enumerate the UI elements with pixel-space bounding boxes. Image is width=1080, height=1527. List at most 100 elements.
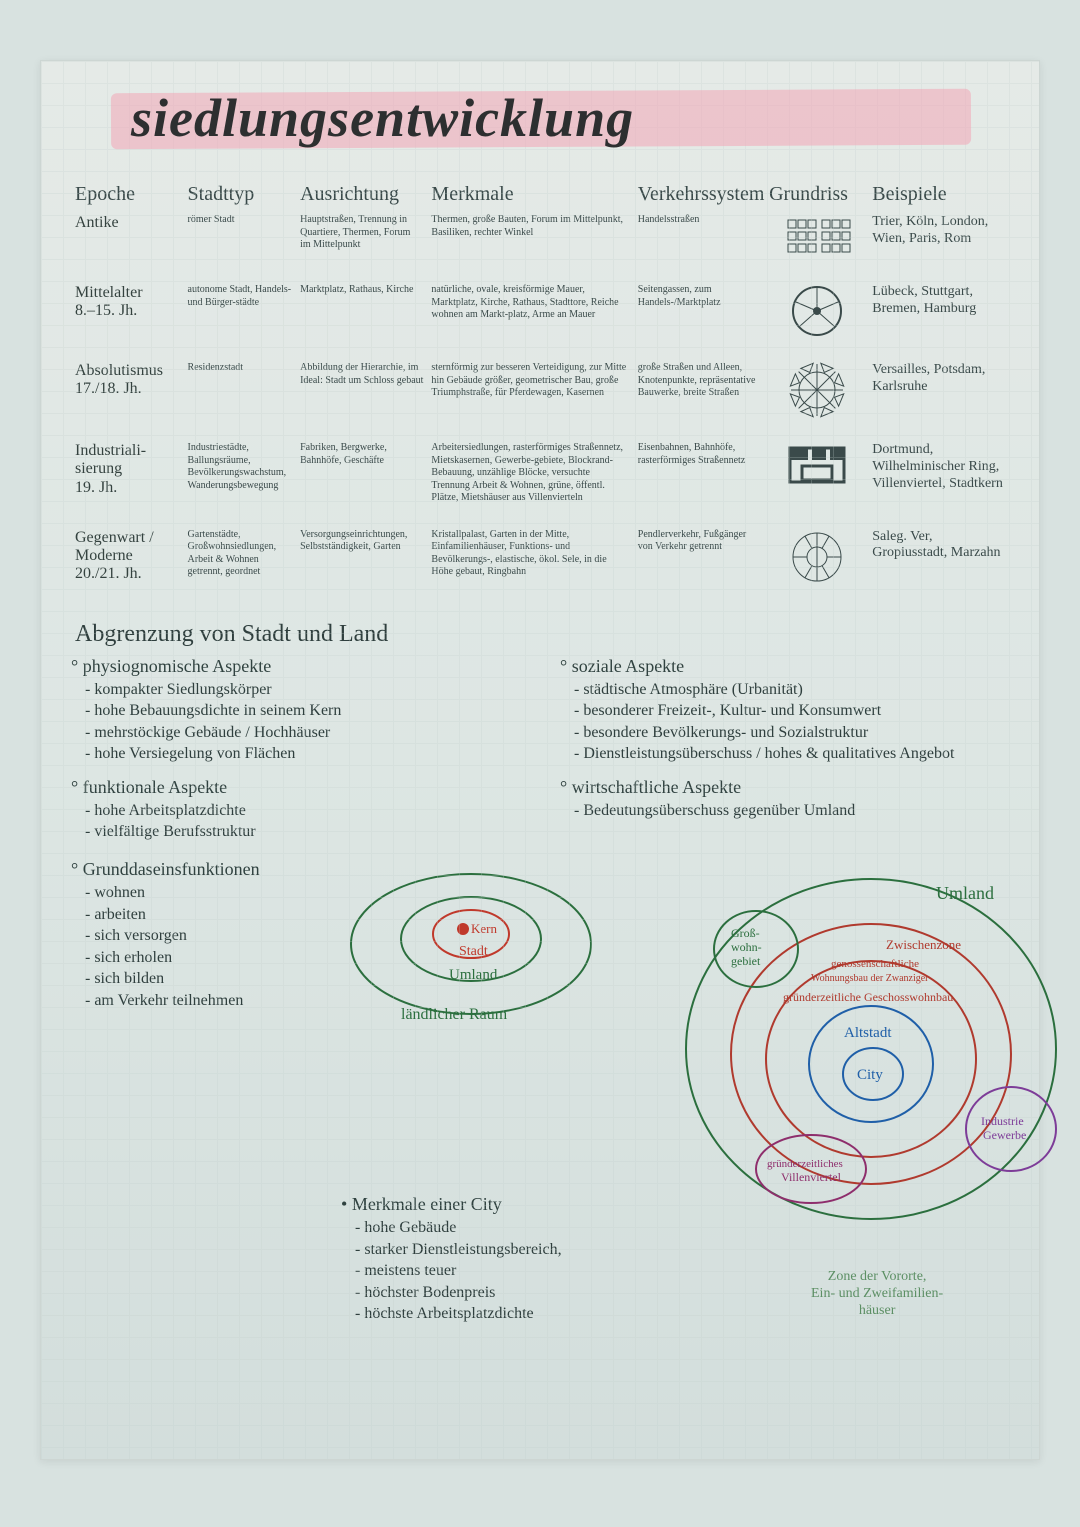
cell-beispiele: Dortmund, Wilhelminischer Ring, Villenvi…: [868, 436, 1009, 523]
cell-verkehr: Pendlerverkehr, Fußgänger von Verkehr ge…: [634, 523, 765, 603]
table-row: Gegenwart /Moderne20./21. Jh. Gartenstäd…: [71, 523, 1009, 603]
cell-epoche: Mittelalter8.–15. Jh.: [71, 278, 184, 356]
aspekte-columns: physiognomische Aspekte kompakter Siedlu…: [71, 656, 1009, 856]
lower-section: Grunddaseinsfunktionen wohnenarbeitensic…: [71, 859, 1009, 1337]
col-stadttyp: Stadttyp: [184, 181, 297, 208]
cell-stadttyp: Industriestädte, Ballungsräume, Bevölker…: [184, 436, 297, 523]
cell-beispiele: Lübeck, Stuttgart, Bremen, Hamburg: [868, 278, 1009, 356]
list-item: arbeiten: [85, 904, 311, 926]
section-abgrenzung: Abgrenzung von Stadt und Land: [75, 621, 1009, 648]
table-header-row: Epoche Stadttyp Ausrichtung Merkmale Ver…: [71, 181, 1009, 208]
cell-verkehr: große Straßen und Alleen, Knotenpunkte, …: [634, 356, 765, 436]
label-kern: Kern: [471, 921, 497, 936]
list-item: höchster Bodenpreis: [355, 1282, 661, 1304]
title-area: siedlungsentwicklung: [71, 81, 1009, 171]
label-altstadt: Altstadt: [844, 1025, 892, 1041]
epochs-body: Antike römer Stadt Hauptstraßen, Trennun…: [71, 208, 1009, 603]
physiognomisch-title: physiognomische Aspekte: [71, 656, 520, 677]
label-industrie: Industrie: [981, 1114, 1024, 1128]
table-row: Absolutismus17./18. Jh. Residenzstadt Ab…: [71, 356, 1009, 436]
cell-stadttyp: Gartenstädte, Großwohnsiedlungen, Arbeit…: [184, 523, 297, 603]
funktional-title: funktionale Aspekte: [71, 777, 520, 798]
aspekte-right: soziale Aspekte städtische Atmosphäre (U…: [560, 656, 1009, 856]
cell-grundriss: [765, 208, 868, 278]
table-row: Antike römer Stadt Hauptstraßen, Trennun…: [71, 208, 1009, 278]
cell-epoche: Industriali-sierung19. Jh.: [71, 436, 184, 523]
list-item: vielfältige Berufsstruktur: [85, 821, 520, 843]
label-city: City: [857, 1067, 883, 1083]
label-land: ländlicher Raum: [401, 1006, 508, 1023]
sozial-title: soziale Aspekte: [560, 656, 1009, 677]
ring-model-diagram: Umland Groß- wohn- gebiet Zwischenzone g…: [681, 839, 1080, 1299]
list-item: Bedeutungsüberschuss gegenüber Umland: [574, 800, 1009, 822]
cell-epoche: Gegenwart /Moderne20./21. Jh.: [71, 523, 184, 603]
cell-grundriss: [765, 356, 868, 436]
label-gross: Groß-: [731, 926, 760, 940]
svg-text:Gewerbe: Gewerbe: [983, 1128, 1026, 1142]
aspekte-left: physiognomische Aspekte kompakter Siedlu…: [71, 656, 520, 856]
label-wohnung: Wohnungsbau der Zwanziger: [811, 973, 929, 984]
list-item: starker Dienstleistungsbereich,: [355, 1239, 661, 1261]
merkmale-city-title: Merkmale einer City: [341, 1194, 661, 1215]
svg-text:Villenviertel: Villenviertel: [781, 1170, 842, 1184]
table-row: Mittelalter8.–15. Jh. autonome Stadt, Ha…: [71, 278, 1009, 356]
merkmale-city-list: hohe Gebäudestarker Dienstleistungsberei…: [355, 1217, 661, 1325]
cell-beispiele: Trier, Köln, London, Wien, Paris, Rom: [868, 208, 1009, 278]
list-item: am Verkehr teilnehmen: [85, 990, 311, 1012]
cell-ausrichtung: Versorgungseinrichtungen, Selbstständigk…: [296, 523, 427, 603]
list-item: hohe Gebäude: [355, 1217, 661, 1239]
cell-beispiele: Versailles, Potsdam, Karlsruhe: [868, 356, 1009, 436]
wirtschaftlich-list: Bedeutungsüberschuss gegenüber Umland: [574, 800, 1009, 822]
label-villen: gründerzeitliches: [767, 1158, 843, 1170]
list-item: kompakter Siedlungskörper: [85, 679, 520, 701]
cell-ausrichtung: Marktplatz, Rathaus, Kirche: [296, 278, 427, 356]
col-epoche: Epoche: [71, 181, 184, 208]
cell-stadttyp: Residenzstadt: [184, 356, 297, 436]
list-item: besonderer Freizeit-, Kultur- und Konsum…: [574, 700, 1009, 722]
list-item: Dienstleistungsüberschuss / hohes & qual…: [574, 743, 1009, 765]
col-verkehr: Verkehrssystem: [634, 181, 765, 208]
list-item: sich bilden: [85, 968, 311, 990]
cell-merkmale: Arbeitersiedlungen, rasterförmiges Straß…: [427, 436, 633, 523]
list-item: wohnen: [85, 882, 311, 904]
table-row: Industriali-sierung19. Jh. Industriestäd…: [71, 436, 1009, 523]
physiognomisch-list: kompakter Siedlungskörperhohe Bebauungsd…: [85, 679, 520, 765]
label-genossen: genossenschaftliche: [831, 958, 919, 970]
cell-grundriss: [765, 278, 868, 356]
page-title: siedlungsentwicklung: [131, 87, 634, 149]
cell-ausrichtung: Abbildung der Hierarchie, im Ideal: Stad…: [296, 356, 427, 436]
concentric-and-city: Kern Stadt Umland ländlicher Raum Merkma…: [341, 859, 661, 1337]
cell-verkehr: Handelsstraßen: [634, 208, 765, 278]
wirtschaftlich-title: wirtschaftliche Aspekte: [560, 777, 1009, 798]
svg-text:gebiet: gebiet: [731, 954, 761, 968]
list-item: hohe Arbeitsplatzdichte: [85, 800, 520, 822]
label-umland2: Umland: [936, 883, 994, 903]
epochs-table: Epoche Stadttyp Ausrichtung Merkmale Ver…: [71, 181, 1009, 603]
grundfunktionen-block: Grunddaseinsfunktionen wohnenarbeitensic…: [71, 859, 311, 1337]
cell-epoche: Absolutismus17./18. Jh.: [71, 356, 184, 436]
list-item: mehrstöckige Gebäude / Hochhäuser: [85, 722, 520, 744]
svg-text:wohn-: wohn-: [731, 940, 762, 954]
ring-model-block: Umland Groß- wohn- gebiet Zwischenzone g…: [691, 859, 1009, 1337]
col-merkmale: Merkmale: [427, 181, 633, 208]
label-vororte: Zone der Vororte, Ein- und Zweifamilien-…: [811, 1269, 943, 1319]
sozial-list: städtische Atmosphäre (Urbanität)besonde…: [574, 679, 1009, 765]
cell-stadttyp: autonome Stadt, Handels- und Bürger-städ…: [184, 278, 297, 356]
col-grundriss: Grundriss: [765, 181, 868, 208]
merkmale-city-block: Merkmale einer City hohe Gebäudestarker …: [341, 1194, 661, 1325]
list-item: hohe Versiegelung von Flächen: [85, 743, 520, 765]
cell-merkmale: Thermen, große Bauten, Forum im Mittelpu…: [427, 208, 633, 278]
cell-merkmale: Kristallpalast, Garten in der Mitte, Ein…: [427, 523, 633, 603]
grundfunktionen-title: Grunddaseinsfunktionen: [71, 859, 311, 880]
cell-grundriss: [765, 523, 868, 603]
cell-merkmale: natürliche, ovale, kreisförmige Mauer, M…: [427, 278, 633, 356]
col-ausricht: Ausrichtung: [296, 181, 427, 208]
cell-stadttyp: römer Stadt: [184, 208, 297, 278]
cell-verkehr: Seitengassen, zum Handels-/Marktplatz: [634, 278, 765, 356]
list-item: sich versorgen: [85, 925, 311, 947]
list-item: besondere Bevölkerungs- und Sozialstrukt…: [574, 722, 1009, 744]
cell-epoche: Antike: [71, 208, 184, 278]
cell-grundriss: [765, 436, 868, 523]
list-item: meistens teuer: [355, 1260, 661, 1282]
funktional-list: hohe Arbeitsplatzdichtevielfältige Beruf…: [85, 800, 520, 843]
